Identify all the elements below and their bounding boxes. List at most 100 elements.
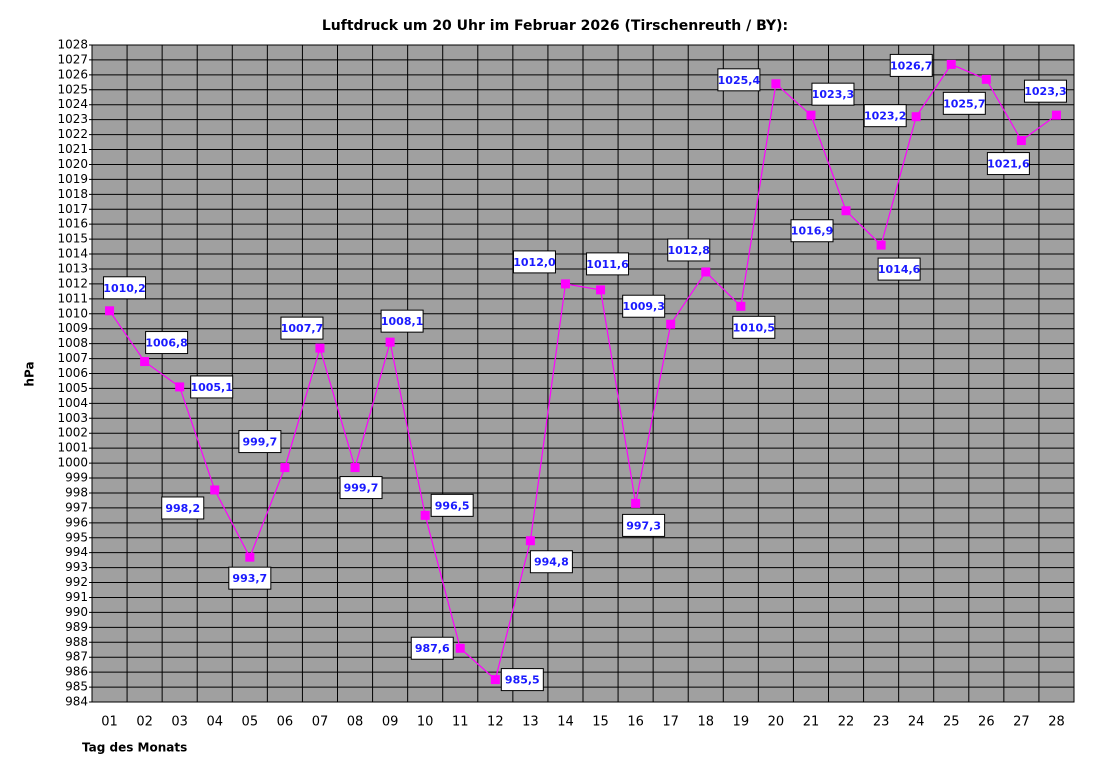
marker xyxy=(175,382,185,392)
marker xyxy=(560,279,570,289)
value-label-box xyxy=(889,53,933,77)
value-label-box xyxy=(986,152,1030,176)
value-label-box xyxy=(667,238,711,262)
x-tick-label: 22 xyxy=(838,715,855,730)
y-tick-label: 1012 xyxy=(57,276,88,290)
value-label: 996,5 xyxy=(435,499,470,512)
value-label: 999,7 xyxy=(242,436,277,449)
y-tick-label: 1009 xyxy=(57,321,88,335)
marker xyxy=(981,74,991,84)
x-tick-label: 14 xyxy=(557,715,574,730)
x-tick-label: 01 xyxy=(101,715,118,730)
y-tick-label: 994 xyxy=(65,545,88,559)
marker xyxy=(350,463,360,473)
y-tick-label: 990 xyxy=(65,605,88,619)
value-label-box xyxy=(190,375,234,399)
y-tick-label: 988 xyxy=(65,635,88,649)
marker xyxy=(771,79,781,89)
marker xyxy=(455,643,465,653)
y-tick-label: 1002 xyxy=(57,426,88,440)
x-tick-label: 17 xyxy=(662,715,679,730)
value-label: 1006,8 xyxy=(145,337,187,350)
data-line xyxy=(109,63,1057,681)
value-label-box xyxy=(863,104,907,128)
y-tick-label: 991 xyxy=(65,590,88,604)
x-tick-label: 13 xyxy=(522,715,539,730)
x-tick-label: 09 xyxy=(382,715,399,730)
value-label: 1010,2 xyxy=(103,282,145,295)
value-label-box xyxy=(811,82,855,106)
value-label-box xyxy=(732,315,776,339)
x-tick-label: 28 xyxy=(1048,715,1065,730)
y-tick-label: 992 xyxy=(65,575,88,589)
value-label: 1010,5 xyxy=(733,321,775,334)
x-tick-label: 03 xyxy=(171,715,188,730)
value-label: 1011,6 xyxy=(586,258,629,271)
marker xyxy=(596,285,606,295)
marker xyxy=(420,510,430,520)
y-tick-label: 996 xyxy=(65,515,88,529)
marker xyxy=(105,306,115,316)
value-label-box xyxy=(238,430,282,454)
marker xyxy=(666,319,676,329)
x-axis-label: Tag des Monats xyxy=(82,741,187,755)
y-tick-label: 1017 xyxy=(57,202,88,216)
value-label: 998,2 xyxy=(165,502,200,515)
y-tick-label: 1023 xyxy=(57,112,88,126)
x-tick-label: 08 xyxy=(347,715,364,730)
x-tick-label: 02 xyxy=(136,715,153,730)
y-tick-label: 987 xyxy=(65,650,88,664)
value-label-box xyxy=(380,309,424,333)
x-tick-label: 11 xyxy=(452,715,469,730)
y-tick-label: 984 xyxy=(65,695,88,709)
value-label: 1012,0 xyxy=(513,256,556,269)
value-label: 997,3 xyxy=(626,519,661,532)
value-label: 1016,9 xyxy=(791,225,833,238)
y-tick-label: 1020 xyxy=(57,157,88,171)
value-label-box xyxy=(586,252,630,276)
value-label: 1007,7 xyxy=(281,322,323,335)
value-label-box xyxy=(430,493,474,517)
value-label-box xyxy=(529,550,573,574)
x-tick-label: 24 xyxy=(908,715,925,730)
value-label: 1005,1 xyxy=(190,381,232,394)
x-tick-label: 19 xyxy=(733,715,750,730)
value-label-box xyxy=(790,219,834,243)
y-tick-label: 1004 xyxy=(57,396,88,410)
y-tick-label: 1007 xyxy=(57,351,88,365)
value-label-box xyxy=(161,496,205,520)
y-tick-label: 1018 xyxy=(57,187,88,201)
marker xyxy=(525,536,535,546)
x-tick-label: 25 xyxy=(943,715,960,730)
x-tick-label: 06 xyxy=(277,715,294,730)
x-tick-label: 21 xyxy=(803,715,820,730)
value-label-box xyxy=(103,276,147,300)
value-label: 1021,6 xyxy=(987,158,1030,171)
x-tick-label: 12 xyxy=(487,715,504,730)
marker xyxy=(701,267,711,277)
x-tick-label: 27 xyxy=(1013,715,1030,730)
y-tick-label: 1025 xyxy=(57,82,88,96)
y-tick-label: 1011 xyxy=(57,291,88,305)
marker xyxy=(876,240,886,250)
marker xyxy=(806,110,816,120)
x-tick-label: 15 xyxy=(592,715,609,730)
value-label: 985,5 xyxy=(505,674,540,687)
value-label: 1023,2 xyxy=(864,110,906,123)
x-tick-label: 16 xyxy=(627,715,644,730)
value-label: 993,7 xyxy=(232,572,267,585)
value-label-box xyxy=(145,331,189,355)
value-label: 1008,1 xyxy=(381,315,423,328)
y-tick-label: 1016 xyxy=(57,217,88,231)
value-label: 1023,3 xyxy=(812,88,854,101)
value-label: 1009,3 xyxy=(622,300,664,313)
y-tick-label: 1021 xyxy=(57,142,88,156)
value-label: 1012,8 xyxy=(668,244,710,257)
marker xyxy=(315,343,325,353)
value-label: 1023,3 xyxy=(1024,85,1066,98)
y-tick-label: 1003 xyxy=(57,411,88,425)
marker xyxy=(210,485,220,495)
marker xyxy=(280,463,290,473)
value-label: 1014,6 xyxy=(878,263,921,276)
